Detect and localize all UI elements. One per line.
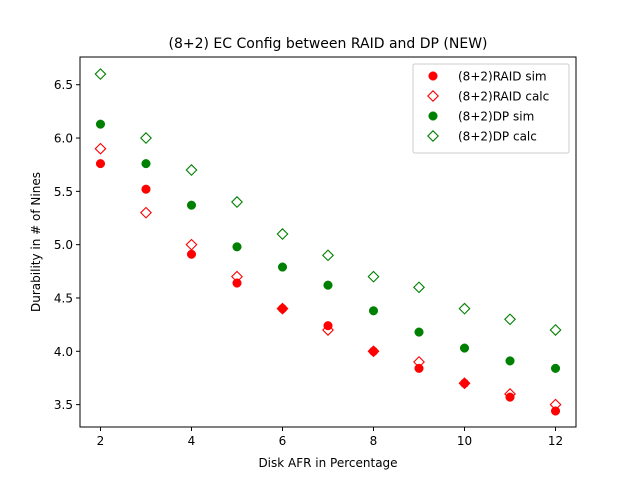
point-8-2-dp-calc (367, 270, 380, 283)
point-8-2-dp-calc (185, 164, 198, 177)
y-axis-label: Durability in # of Nines (29, 172, 43, 312)
y-tick-label: 6.0 (54, 132, 73, 146)
y-tick-label: 5.0 (54, 238, 73, 252)
point-8-2-dp-calc (322, 249, 334, 262)
plot-frame (79, 56, 577, 428)
x-axis-label: Disk AFR in Percentage (258, 456, 397, 470)
point-8-2-raid-sim (186, 249, 197, 259)
x-tick-label: 10 (457, 434, 472, 448)
point-8-2-dp-sim (414, 327, 424, 337)
y-tick-label: 3.5 (54, 398, 73, 412)
legend-label-8-2-dp-sim: (8+2)DP sim (458, 110, 534, 124)
legend: (8+2)RAID sim (8+2)RAID calc (8+2)DP sim (8… (412, 63, 570, 154)
point-8-2-dp-sim (186, 200, 197, 210)
x-tick-label: 6 (279, 434, 287, 448)
point-8-2-raid-calc (231, 270, 243, 283)
legend-marker-8-2-dp-calc (427, 130, 439, 142)
point-8-2-raid-calc (367, 345, 380, 358)
point-8-2-dp-sim (232, 242, 242, 252)
legend-label-8-2-raid-sim: (8+2)RAID sim (458, 70, 547, 84)
point-8-2-dp-calc (413, 281, 425, 294)
point-8-2-raid-sim (95, 159, 106, 169)
point-8-2-raid-sim (368, 346, 379, 356)
point-8-2-dp-calc (276, 228, 289, 240)
point-8-2-dp-sim (141, 159, 151, 169)
point-8-2-dp-sim (95, 119, 106, 129)
point-8-2-raid-sim (232, 278, 242, 288)
point-8-2-raid-sim (414, 363, 424, 373)
y-tick-label: 4.5 (54, 291, 73, 305)
chart-title: (8+2) EC Config between RAID and DP (NEW… (169, 36, 488, 52)
point-8-2-dp-sim (550, 363, 561, 373)
point-8-2-raid-calc (185, 238, 198, 251)
point-8-2-dp-sim (277, 262, 288, 272)
y-tick-label: 6.5 (54, 78, 73, 92)
legend-label-8-2-raid-calc: (8+2)RAID calc (458, 90, 549, 104)
legend-box (412, 63, 570, 154)
point-8-2-raid-sim (459, 378, 470, 388)
point-8-2-raid-calc (458, 377, 471, 390)
y-tick-label: 5.5 (54, 185, 73, 199)
point-8-2-raid-calc (413, 355, 425, 368)
point-8-2-dp-sim (459, 343, 470, 353)
legend-marker-8-2-raid-sim (428, 71, 438, 81)
data-markers (94, 68, 562, 416)
point-8-2-dp-calc (504, 313, 516, 326)
point-8-2-raid-calc (94, 142, 107, 155)
point-8-2-dp-calc (458, 302, 471, 315)
point-8-2-dp-calc (231, 196, 243, 208)
x-tick-label: 8 (370, 434, 378, 448)
point-8-2-dp-sim (368, 306, 379, 316)
y-tick-label: 4.0 (54, 345, 73, 359)
point-8-2-dp-calc (140, 132, 152, 145)
point-8-2-raid-sim (323, 321, 333, 331)
x-axis-ticks: 2 4 6 8 10 12 (97, 427, 563, 448)
point-8-2-raid-calc (322, 323, 334, 336)
point-8-2-raid-calc (504, 387, 516, 400)
point-8-2-dp-calc (94, 68, 107, 81)
legend-marker-8-2-dp-sim (428, 111, 438, 121)
point-8-2-dp-sim (505, 356, 515, 366)
point-8-2-raid-calc (140, 206, 152, 219)
point-8-2-raid-calc (549, 398, 562, 411)
point-8-2-raid-sim (141, 184, 151, 194)
point-8-2-dp-calc (549, 323, 562, 336)
legend-label-8-2-dp-calc: (8+2)DP calc (458, 130, 537, 144)
y-axis-ticks: 3.5 4.0 4.5 5.0 5.5 6.0 6.5 (54, 78, 80, 412)
legend-marker-8-2-raid-calc (427, 90, 439, 102)
point-8-2-raid-sim (505, 392, 515, 402)
x-tick-label: 4 (188, 434, 196, 448)
x-tick-label: 12 (548, 434, 563, 448)
point-8-2-dp-sim (323, 280, 333, 290)
x-tick-label: 2 (97, 434, 105, 448)
point-8-2-raid-calc (276, 302, 289, 315)
point-8-2-raid-sim (277, 304, 288, 314)
point-8-2-raid-sim (550, 406, 561, 416)
